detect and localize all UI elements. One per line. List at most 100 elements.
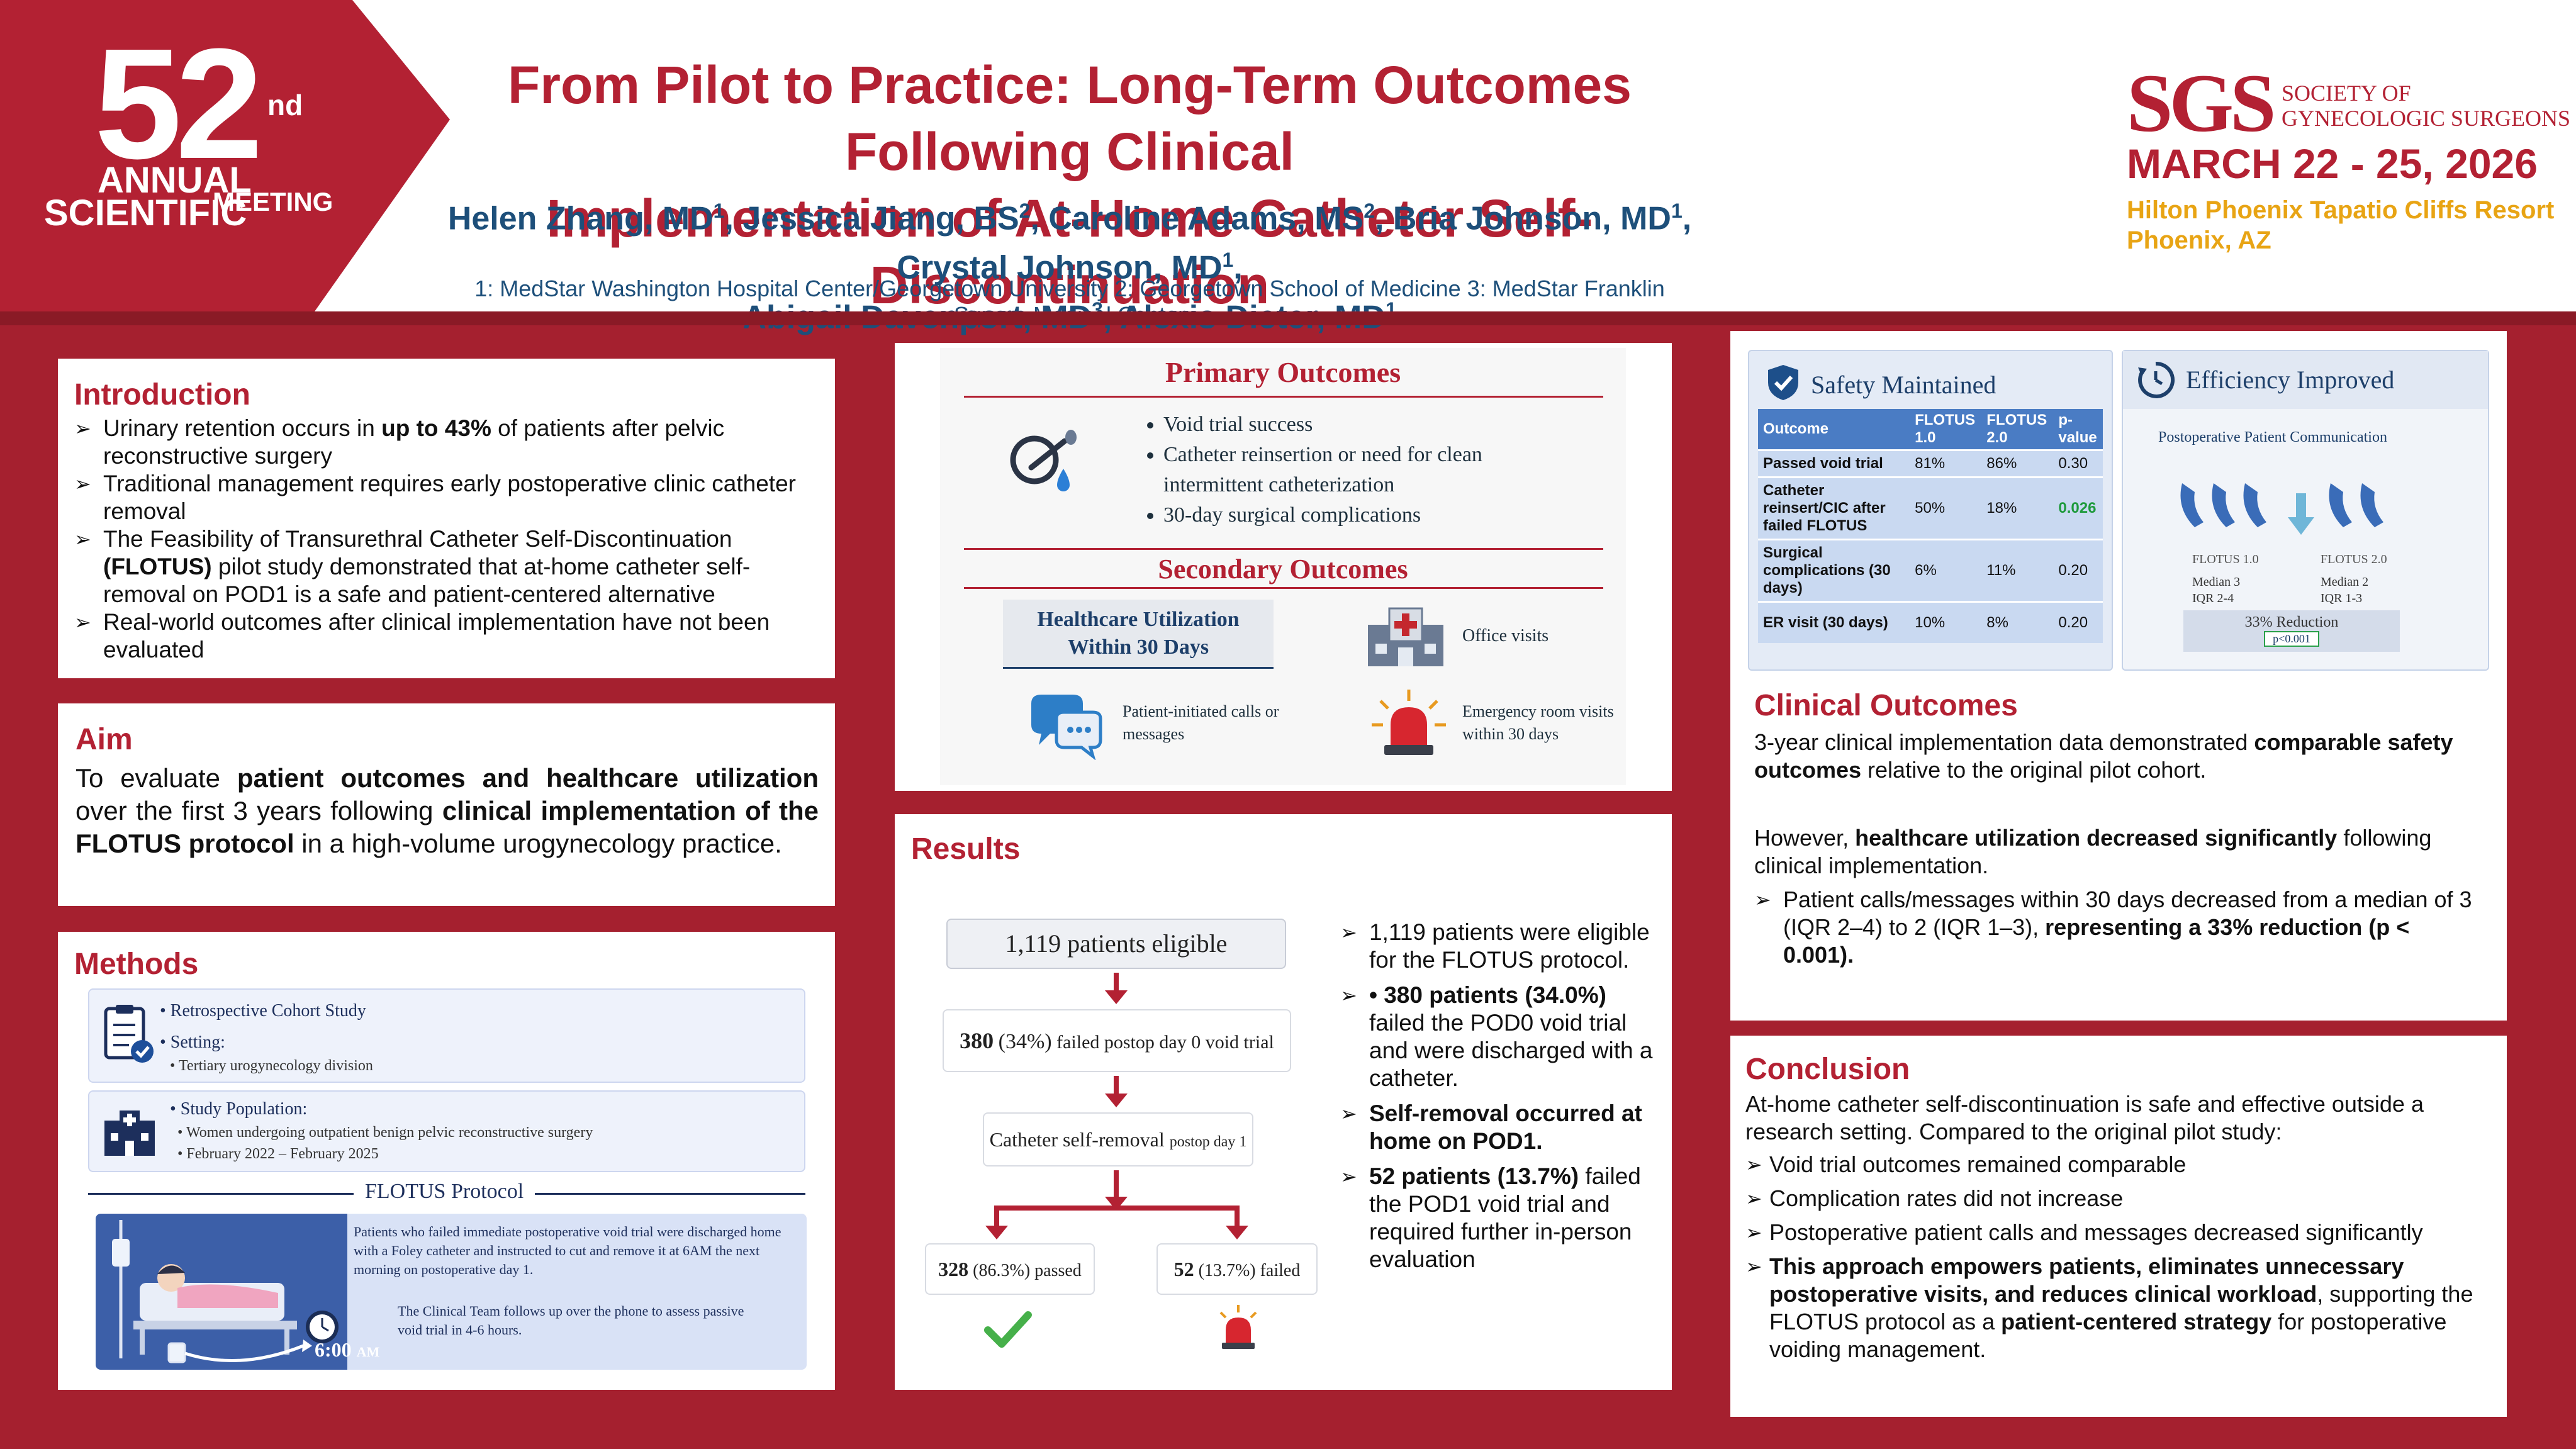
patient-calls-label: Patient-initiated calls or messages: [1123, 702, 1279, 743]
table-cell: 8%: [1981, 601, 2054, 643]
phone-handsets-flotus1: [2180, 483, 2266, 527]
safety-header: Safety Maintained: [1758, 359, 2103, 409]
table-cell: 50%: [1910, 476, 1982, 540]
shield-check-icon: [1768, 365, 1798, 400]
conclusion-title: Conclusion: [1745, 1053, 1910, 1086]
split-right-stem: [1235, 1206, 1240, 1227]
table-header-row: Outcome FLOTUS 1.0 FLOTUS 2.0 p-value: [1758, 409, 2103, 450]
secondary-outcomes-title: Secondary Outcomes: [1158, 554, 1408, 585]
table-cell: Passed void trial: [1758, 449, 1910, 478]
introduction-title: Introduction: [74, 378, 250, 411]
office-visits-label: Office visits: [1462, 626, 1549, 646]
list-item: Catheter reinsertion or need for clean i…: [1163, 440, 1585, 500]
flotus1-median: Median 3: [2192, 575, 2241, 589]
flotus1-label: FLOTUS 1.0: [2192, 552, 2259, 566]
table-cell: Catheter reinsert/CIC after failed FLOTU…: [1758, 476, 1910, 540]
table-cell: 11%: [1981, 539, 2054, 602]
clinical-outcomes-list: Patient calls/messages within 30 days de…: [1754, 886, 2484, 969]
emergency-siren-icon: [1372, 690, 1446, 755]
clinical-outcomes-p1: 3-year clinical implementation data demo…: [1754, 729, 2453, 783]
badge-number: 52: [94, 16, 263, 191]
introduction-panel: Introduction Urinary retention occurs in…: [58, 359, 835, 678]
split-left-stem: [994, 1206, 999, 1227]
sgs-logo: SGS SOCIETY OF GYNECOLOGIC SURGEONS: [2127, 62, 2570, 145]
methods-title: Methods: [74, 948, 199, 981]
table-cell: Surgical complications (30 days): [1758, 539, 1910, 602]
list-item: Real-world outcomes after clinical imple…: [74, 608, 819, 664]
efficiency-title: Efficiency Improved: [2186, 366, 2395, 394]
population-label: • Study Population:: [170, 1099, 308, 1119]
flotus2-label: FLOTUS 2.0: [2321, 552, 2387, 566]
conclusion-list: Void trial outcomes remained comparable …: [1745, 1151, 2488, 1363]
poster-title: From Pilot to Practice: Long-Term Outcom…: [440, 52, 1699, 318]
list-item: Void trial success: [1163, 410, 1585, 440]
failed-pod1-box: 52 (13.7%) failed: [1156, 1243, 1318, 1295]
meeting-venue: Hilton Phoenix Tapatio Cliffs Resort: [2127, 196, 2555, 224]
checkmark-icon: [984, 1311, 1032, 1348]
study-population-card: • Study Population: • Women undergoing o…: [88, 1090, 805, 1172]
meeting-dates: MARCH 22 - 25, 2026: [2127, 140, 2538, 187]
clinical-outcomes-panel: Safety Maintained Outcome FLOTUS 1.0 FLO…: [1730, 331, 2507, 1021]
primary-outcomes-list: Void trial success Catheter reinsertion …: [1145, 410, 1585, 530]
clinical-outcomes-p2: However, healthcare utilization decrease…: [1754, 825, 2432, 878]
results-bullets: 1,119 patients were eligible for the FLO…: [1340, 919, 1655, 1273]
authors-line-1: Helen Zhang, MD1, Jessica Jiang, BS2, Ca…: [447, 199, 1692, 286]
healthcare-utilization-box: Healthcare Utilization Within 30 Days: [1003, 600, 1274, 669]
alarm-siren-icon: [1219, 1305, 1257, 1349]
table-cell: ER visit (30 days): [1758, 601, 1910, 643]
aim-panel: Aim To evaluate patient outcomes and hea…: [58, 703, 835, 906]
hu-line-1: Healthcare Utilization: [1037, 608, 1240, 631]
badge-meeting: MEETING: [213, 187, 333, 216]
efficiency-card: Efficiency Improved Postoperative Patien…: [2122, 350, 2489, 671]
table-cell: 81%: [1910, 449, 1982, 478]
study-type: • Retrospective Cohort Study: [160, 1001, 366, 1021]
efficiency-subtitle: Postoperative Patient Communication: [2158, 429, 2387, 445]
list-item: Postoperative patient calls and messages…: [1745, 1219, 2488, 1246]
secondary-divider-top: [964, 548, 1603, 550]
title-line-1: From Pilot to Practice: Long-Term Outcom…: [508, 55, 1632, 181]
methods-panel: Methods • Retrospective Cohort Study • S…: [58, 932, 835, 1390]
list-item: Complication rates did not increase: [1745, 1185, 2488, 1212]
column-header: FLOTUS 2.0: [1981, 409, 2054, 450]
setting-label: • Setting:: [160, 1032, 225, 1052]
study-design-card: • Retrospective Cohort Study • Setting: …: [88, 988, 805, 1083]
table-cell: 0.20: [2053, 539, 2103, 602]
column-header: FLOTUS 1.0: [1910, 409, 1982, 450]
list-item: Traditional management requires early po…: [74, 470, 819, 525]
list-item: Void trial outcomes remained comparable: [1745, 1151, 2488, 1178]
table-cell: 6%: [1910, 539, 1982, 602]
reduction-box: 33% Reduction p<0.001: [2183, 610, 2400, 652]
table-row: Catheter reinsert/CIC after failed FLOTU…: [1758, 476, 2103, 540]
clock-icon: [2138, 361, 2175, 398]
aim-text: To evaluate patient outcomes and healthc…: [76, 763, 819, 858]
table-cell: 10%: [1910, 601, 1982, 643]
passed-box: 328 (86.3%) passed: [925, 1243, 1095, 1295]
column-header: p-value: [2053, 409, 2103, 450]
population-value: • Women undergoing outpatient benign pel…: [177, 1124, 593, 1141]
split-right-head: [1226, 1226, 1248, 1239]
aim-title: Aim: [76, 723, 133, 756]
primary-outcomes-title: Primary Outcomes: [1165, 356, 1401, 388]
flow-arrow-2-head: [1105, 1094, 1128, 1107]
protocol-text-2: The Clinical Team follows up over the ph…: [398, 1303, 744, 1338]
list-item: 1,119 patients were eligible for the FLO…: [1340, 919, 1655, 974]
badge-annual: ANNUAL: [98, 160, 252, 201]
results-title: Results: [911, 832, 1021, 866]
flotus1-iqr: IQR 2-4: [2192, 591, 2234, 605]
catheter-droplet-icon: [1010, 430, 1077, 491]
population-dates: • February 2022 – February 2025: [177, 1146, 379, 1162]
flow-arrow-2: [1114, 1076, 1119, 1095]
list-item: • 380 patients (34.0%) failed the POD0 v…: [1340, 982, 1655, 1092]
clipboard-icon: [104, 1005, 154, 1063]
failed-pod0-box: 380 (34%) failed postop day 0 void trial: [943, 1009, 1291, 1072]
badge-scientific: SCIENTIFIC: [44, 193, 247, 233]
clinical-outcomes-title: Clinical Outcomes: [1754, 689, 2018, 722]
self-removal-box: Catheter self-removal postop day 1: [983, 1112, 1253, 1166]
significant-p-value: 0.026: [2053, 476, 2103, 540]
meeting-city: Phoenix, AZ: [2127, 227, 2271, 254]
efficiency-header: Efficiency Improved: [2123, 351, 2488, 409]
list-item: Self-removal occurred at home on POD1.: [1340, 1100, 1655, 1155]
protocol-title: FLOTUS Protocol: [354, 1180, 535, 1204]
conclusion-intro: At-home catheter self-discontinuation is…: [1745, 1091, 2424, 1144]
meeting-badge: 52 nd ANNUAL SCIENTIFIC MEETING: [0, 0, 450, 311]
